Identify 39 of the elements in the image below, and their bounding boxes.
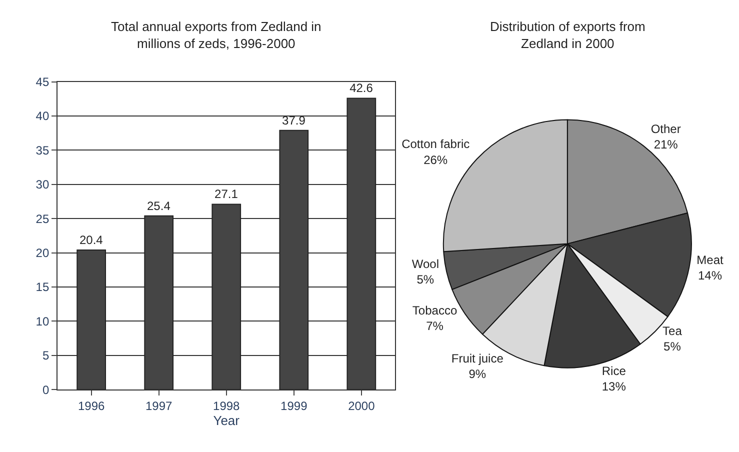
y-tick-label: 25 — [36, 212, 50, 226]
data-label: 21% — [654, 137, 678, 152]
chart-title: Distribution of exports from Zedland in 2000 — [490, 19, 646, 51]
data-label: 9% — [468, 366, 486, 381]
x-tick-label: 1999 — [280, 399, 308, 413]
data-label: 5% — [416, 272, 434, 286]
y-tick-label: 5 — [42, 348, 50, 363]
y-tick-label: 40 — [36, 109, 50, 124]
data-label: 25.4 — [147, 198, 171, 213]
slice-label: Fruit juice — [451, 351, 504, 366]
slice-label: Cotton fabric — [402, 137, 470, 152]
slice-label: Other — [650, 122, 681, 136]
data-label: 14% — [698, 268, 722, 282]
data-label: 42.6 — [350, 81, 374, 96]
slice-label: Rice — [602, 364, 626, 378]
data-label: 26% — [424, 152, 448, 167]
y-tick-label: 15 — [36, 280, 50, 294]
x-tick-label: 2000 — [348, 399, 376, 413]
data-label: 13% — [602, 380, 626, 394]
y-tick-label: 30 — [36, 178, 50, 192]
data-label: 20.4 — [79, 233, 104, 248]
slice-label: Tobacco — [412, 303, 458, 318]
y-tick-label: 35 — [36, 143, 50, 158]
slice-label: Meat — [696, 252, 724, 267]
slice-label: Wool — [412, 256, 439, 271]
y-tick-label: 45 — [36, 75, 50, 89]
data-label: 37.9 — [282, 113, 306, 128]
x-axis-title: Year — [213, 413, 240, 428]
x-tick-label: 1996 — [78, 399, 105, 413]
data-label: 5% — [664, 340, 682, 354]
y-tick-label: 20 — [36, 246, 50, 260]
y-tick-label: 0 — [42, 382, 50, 397]
x-tick-label: 1997 — [145, 399, 173, 413]
slice-label: Tea — [662, 324, 682, 338]
data-label: 7% — [426, 318, 444, 333]
y-tick-label: 10 — [36, 314, 50, 328]
chart-title: Total annual exports from Zedland in millions of zeds, 1996-2000 — [111, 19, 322, 51]
x-tick-label: 1998 — [213, 399, 240, 413]
data-label: 27.1 — [214, 187, 238, 202]
